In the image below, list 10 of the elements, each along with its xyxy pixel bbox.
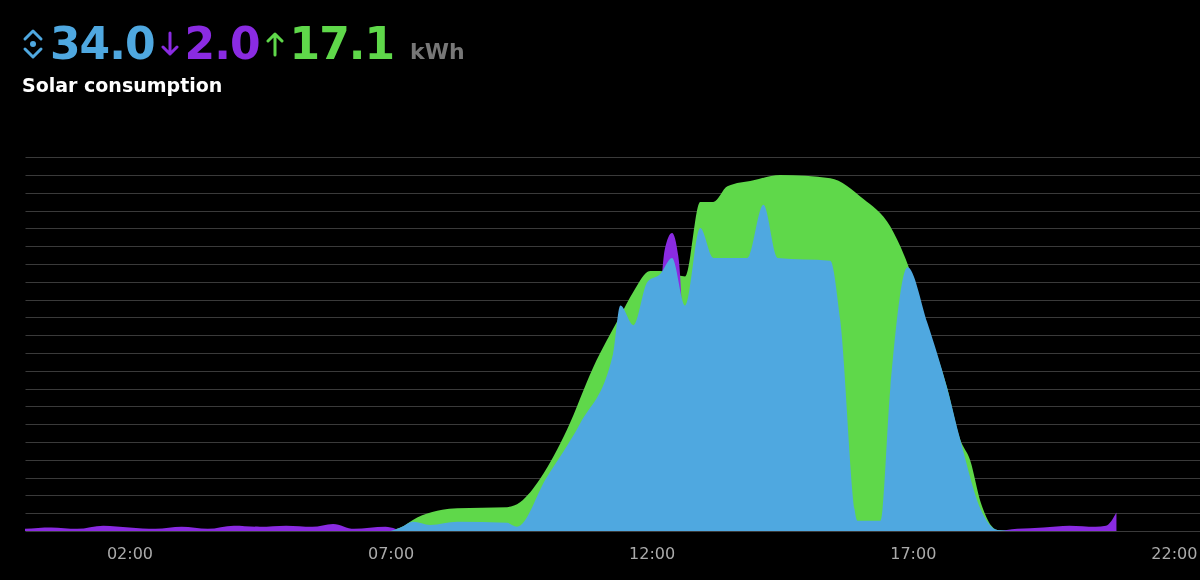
x-tick-label: 02:00 [106, 543, 153, 563]
text: 34.0 [50, 18, 155, 69]
text: 17.1 [289, 18, 395, 69]
x-tick-label: 12:00 [629, 543, 676, 563]
x-tick-label: 07:00 [368, 543, 415, 563]
text: 2.0 [184, 18, 260, 69]
text: kWh [410, 39, 465, 64]
x-tick-label: 17:00 [890, 543, 937, 563]
x-tick-label: 22:00 [1151, 543, 1198, 563]
chart-title: Solar consumption [22, 74, 223, 96]
